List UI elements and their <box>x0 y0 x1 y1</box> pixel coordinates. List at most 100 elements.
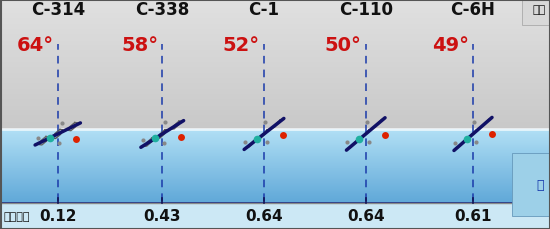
Bar <box>0 198 550 199</box>
Text: 50°: 50° <box>325 36 362 55</box>
Bar <box>0 71 550 73</box>
Bar <box>0 19 550 21</box>
Bar <box>0 35 550 37</box>
Bar <box>0 189 550 190</box>
Bar <box>0 110 550 112</box>
Bar <box>0 203 550 229</box>
Bar <box>0 147 550 148</box>
Bar <box>0 125 550 126</box>
Bar <box>0 58 550 60</box>
Bar <box>0 145 550 146</box>
Bar <box>0 181 550 182</box>
Bar <box>0 18 550 19</box>
Text: 0.61: 0.61 <box>454 208 492 223</box>
Bar <box>0 100 550 102</box>
Bar <box>0 0 550 2</box>
Text: C-6H: C-6H <box>450 1 496 19</box>
Bar <box>0 79 550 81</box>
Bar <box>0 190 550 191</box>
Bar <box>0 42 550 44</box>
Bar <box>0 195 550 196</box>
Bar <box>0 136 550 137</box>
Bar <box>0 180 550 181</box>
Bar <box>0 200 550 201</box>
Bar <box>0 60 550 61</box>
Bar <box>0 108 550 110</box>
Bar <box>0 141 550 142</box>
Bar <box>0 76 550 78</box>
Bar <box>0 24 550 26</box>
Bar <box>0 66 550 68</box>
Bar <box>0 26 550 27</box>
Bar <box>0 94 550 95</box>
Bar <box>0 177 550 178</box>
Bar <box>0 187 550 188</box>
Bar <box>0 132 550 133</box>
Bar <box>0 149 550 150</box>
Bar <box>0 164 550 165</box>
Bar <box>0 47 550 49</box>
Bar <box>0 63 550 65</box>
Bar <box>0 138 550 139</box>
Bar <box>0 140 550 141</box>
Bar <box>0 53 550 55</box>
Bar <box>0 68 550 70</box>
Bar <box>0 142 550 143</box>
Bar <box>0 156 550 157</box>
Text: 0.64: 0.64 <box>347 208 384 223</box>
Bar <box>0 104 550 105</box>
Bar <box>0 193 550 194</box>
Bar <box>0 116 550 118</box>
Bar <box>0 74 550 76</box>
Bar <box>0 29 550 31</box>
Bar <box>0 99 550 100</box>
Bar <box>0 184 550 185</box>
Bar <box>0 128 550 129</box>
Bar <box>0 57 550 58</box>
Bar <box>0 182 550 183</box>
Text: 0.12: 0.12 <box>39 208 76 223</box>
Bar <box>0 13 550 15</box>
Bar <box>0 32 550 34</box>
Bar <box>0 162 550 163</box>
Bar <box>0 158 550 159</box>
Bar <box>0 113 550 115</box>
Bar <box>0 178 550 179</box>
Bar <box>0 148 550 149</box>
Bar <box>0 49 550 50</box>
Bar <box>0 120 550 121</box>
Bar <box>0 8 550 10</box>
Text: C-314: C-314 <box>31 1 85 19</box>
Bar <box>0 174 550 175</box>
Bar <box>0 159 550 160</box>
Bar <box>0 81 550 82</box>
Text: 空気: 空気 <box>533 5 546 15</box>
Bar <box>0 45 550 47</box>
Bar <box>0 134 550 135</box>
Bar <box>0 97 550 99</box>
Bar <box>0 121 550 123</box>
Bar <box>0 166 550 167</box>
Bar <box>0 37 550 39</box>
Bar <box>0 191 550 192</box>
Bar <box>0 126 550 128</box>
Bar <box>0 44 550 45</box>
Text: 水: 水 <box>536 178 544 191</box>
Bar <box>0 144 550 145</box>
Bar <box>0 61 550 63</box>
Bar <box>0 6 550 8</box>
Bar <box>0 188 550 189</box>
Bar <box>0 65 550 66</box>
Bar <box>0 102 550 104</box>
Bar <box>0 123 550 125</box>
Bar <box>0 154 550 155</box>
Bar <box>0 186 550 187</box>
Bar <box>0 202 550 203</box>
Bar <box>0 39 550 41</box>
Bar <box>0 105 550 107</box>
Bar <box>0 73 550 74</box>
Bar <box>0 55 550 57</box>
Text: 64°: 64° <box>16 36 54 55</box>
Bar <box>0 11 550 13</box>
Bar <box>0 143 550 144</box>
